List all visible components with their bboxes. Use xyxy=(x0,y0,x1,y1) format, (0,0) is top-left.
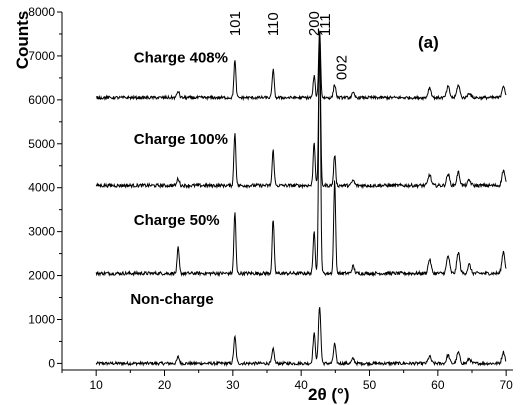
x-axis-title: 2θ (°) xyxy=(308,385,350,404)
x-tick-label: 40 xyxy=(294,378,308,392)
xrd-series xyxy=(95,43,507,190)
y-tick-label: 8000 xyxy=(28,5,55,19)
peak-label: 002 xyxy=(333,55,350,80)
y-tick-label: 4000 xyxy=(28,181,55,195)
x-tick-label: 20 xyxy=(158,378,172,392)
pattern-label: Charge 50% xyxy=(134,212,220,229)
x-axis-ticks: 10 20 30 40 50 60 70 xyxy=(61,370,513,392)
y-axis-title: Counts xyxy=(13,11,32,70)
peak-label: 111 xyxy=(317,13,334,36)
panel-label: (a) xyxy=(418,33,439,52)
x-tick-label: 50 xyxy=(363,378,377,392)
xrd-series xyxy=(96,30,507,102)
x-tick-label: 30 xyxy=(226,378,240,392)
pattern-label: Non-charge xyxy=(130,291,213,308)
y-axis-ticks: 0 1000 2000 3000 4000 5000 6000 7000 8000 xyxy=(28,5,62,370)
x-tick-label: 70 xyxy=(499,378,513,392)
peak-label: 200 xyxy=(306,11,323,36)
xrd-series xyxy=(95,32,507,277)
y-tick-label: 5000 xyxy=(28,137,55,151)
peak-label: 110 xyxy=(265,12,282,36)
pattern-labels: Non-charge Charge 50% Charge 100% Charge 40… xyxy=(130,50,228,309)
x-tick-label: 10 xyxy=(89,378,103,392)
y-tick-label: 3000 xyxy=(28,225,55,239)
y-tick-label: 1000 xyxy=(28,312,55,326)
y-tick-label: 6000 xyxy=(28,93,55,107)
y-tick-label: 0 xyxy=(48,356,55,370)
peak-label: 101 xyxy=(227,11,244,36)
pattern-label: Charge 408% xyxy=(134,50,228,67)
y-tick-label: 2000 xyxy=(28,269,55,283)
x-tick-label: 60 xyxy=(431,378,445,392)
pattern-label: Charge 100% xyxy=(134,131,228,148)
diffraction-patterns xyxy=(95,30,507,367)
xrd-series xyxy=(95,306,507,367)
y-tick-label: 7000 xyxy=(28,49,55,63)
